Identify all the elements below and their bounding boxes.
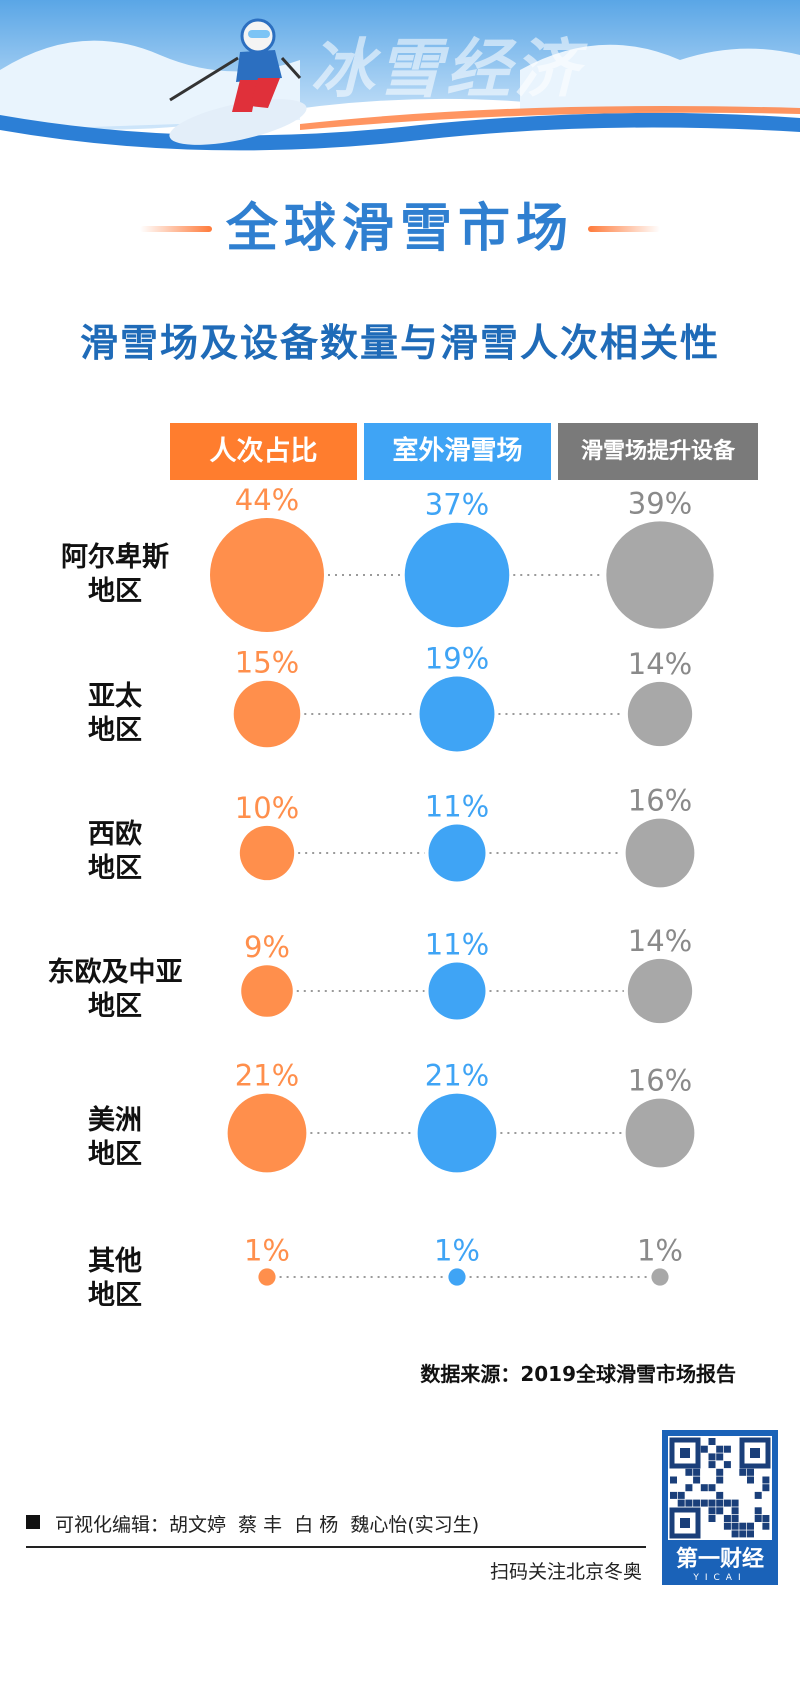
bubble-lift-equipment (651, 1268, 669, 1286)
value-label: 11% (425, 790, 489, 824)
row-label-asia-pacific: 亚太 地区 (88, 681, 142, 746)
brand-watermark-text: 冰雪经济 (310, 33, 582, 107)
bubble-lift-equipment (625, 1098, 695, 1168)
bubble-outdoor-resorts (448, 1268, 466, 1286)
bubble-outdoor-resorts (404, 522, 510, 628)
value-label: 9% (244, 930, 290, 964)
logo-text: 第一财经 (676, 1546, 764, 1572)
value-label: 14% (628, 647, 692, 681)
value-label: 19% (425, 642, 489, 676)
legend-header-lift-equipment: 滑雪场提升设备 (558, 423, 758, 480)
row-label-other: 其他 地区 (88, 1246, 142, 1311)
bubble-visits (210, 518, 324, 632)
footer-divider (26, 1546, 646, 1548)
row-label-eastern-europe-central-asia: 东欧及中亚 地区 (47, 957, 183, 1022)
bubble-outdoor-resorts (419, 676, 495, 752)
value-label: 14% (628, 924, 692, 958)
bubble-visits (239, 825, 295, 881)
bubble-visits (241, 965, 293, 1017)
data-source: 数据来源：2019全球滑雪市场报告 (420, 1362, 736, 1386)
bubble-visits (233, 680, 301, 748)
bubble-outdoor-resorts (417, 1093, 497, 1173)
value-label: 21% (235, 1059, 299, 1093)
bubble-visits (227, 1093, 307, 1173)
chart-subtitle: 滑雪场及设备数量与滑雪人次相关性 (79, 321, 720, 365)
value-label: 10% (235, 791, 299, 825)
value-label: 15% (235, 646, 299, 680)
bubble-outdoor-resorts (428, 824, 486, 882)
value-label: 39% (628, 486, 692, 520)
legend-header-outdoor-resorts: 室外滑雪场 (364, 423, 551, 480)
title-dash-right (588, 226, 660, 232)
value-label: 16% (628, 784, 692, 818)
row-label-americas: 美洲 地区 (88, 1105, 142, 1170)
title-dash-left (140, 226, 212, 232)
credit-bullet (26, 1515, 40, 1529)
legend-header-visits: 人次占比 (170, 423, 357, 480)
value-label: 1% (434, 1233, 480, 1267)
value-label: 37% (425, 488, 489, 522)
editor-credit: 可视化编辑：胡文婷 蔡 丰 白 杨 魏心怡(实习生) (55, 1514, 480, 1536)
main-title: 全球滑雪市场 (225, 199, 574, 259)
bubble-lift-equipment (627, 681, 693, 747)
header-banner: 冰雪经济 (0, 0, 800, 170)
bubble-outdoor-resorts (428, 962, 486, 1020)
snow-mountain-illustration (0, 0, 800, 170)
bubble-chart: 44% 37% 39% 15% 19% 14% 10% 11% 16% 9% 11% 14% 21% 21… (210, 483, 714, 1286)
bubble-lift-equipment (625, 818, 695, 888)
bubble-visits (258, 1268, 276, 1286)
value-label: 44% (235, 483, 299, 517)
value-label: 16% (628, 1064, 692, 1098)
logo-subtext: YICAI (692, 1573, 746, 1583)
value-label: 1% (637, 1233, 683, 1267)
value-label: 1% (244, 1233, 290, 1267)
qr-code-panel[interactable]: 第一财经 YICAI (662, 1430, 778, 1585)
row-label-alps: 阿尔卑斯 地区 (61, 542, 169, 607)
qr-caption: 扫码关注北京冬奥 (490, 1561, 643, 1583)
bubble-lift-equipment (627, 958, 693, 1024)
value-label: 11% (425, 928, 489, 962)
value-label: 21% (425, 1059, 489, 1093)
qr-code-icon: 第一财经 YICAI (668, 1436, 772, 1583)
bubble-lift-equipment (606, 521, 714, 629)
skier-icon (169, 18, 307, 145)
row-label-western-europe: 西欧 地区 (88, 819, 142, 884)
